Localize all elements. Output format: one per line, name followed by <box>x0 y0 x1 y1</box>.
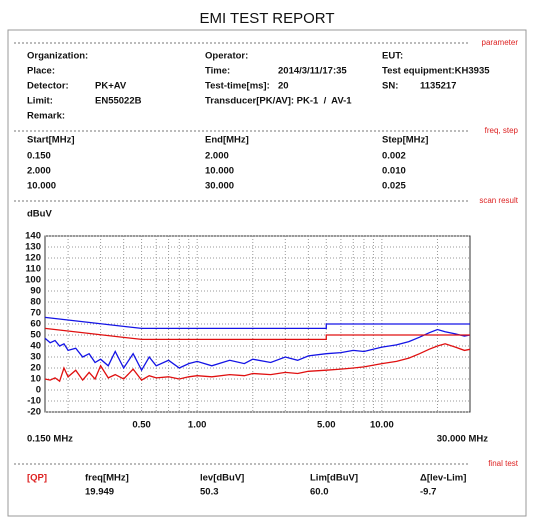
field-value: 20 <box>278 81 289 92</box>
x-tick-label: 5.00 <box>317 420 336 431</box>
chart: -20-100102030405060708090100110120130140… <box>25 231 488 445</box>
title: EMI TEST REPORT <box>199 10 334 27</box>
field: Place: <box>27 66 55 77</box>
field: Organization: <box>27 51 88 62</box>
series-line <box>44 327 470 341</box>
detector-label: [QP] <box>27 473 47 484</box>
cell: 19.949 <box>85 487 114 498</box>
field-value: EN55022B <box>95 96 142 107</box>
x-range-label: 0.150 MHz <box>27 434 73 445</box>
x-tick-label: 10.00 <box>370 420 394 431</box>
column-header: Start[MHz] <box>27 135 75 146</box>
frame <box>7 29 527 517</box>
cell: 50.3 <box>200 487 219 498</box>
section-label: final test <box>488 459 519 468</box>
cell: 10.000 <box>27 181 56 192</box>
section-label: parameter <box>482 38 519 47</box>
column-header: Step[MHz] <box>382 135 428 146</box>
y-tick-label: 30 <box>30 352 41 363</box>
y-tick-label: 140 <box>25 231 41 242</box>
cell: 0.002 <box>382 151 406 162</box>
cell: 30.000 <box>205 181 234 192</box>
field-value: 2014/3/11/17:35 <box>278 66 347 77</box>
y-tick-label: 100 <box>25 275 41 286</box>
y-tick-label: 60 <box>30 319 41 330</box>
freq-step-table: Start[MHz] End[MHz] Step[MHz] 0.150 2.000 0.0… <box>27 135 428 192</box>
field-value: 1135217 <box>420 81 456 92</box>
y-tick-label: 0 <box>36 385 41 396</box>
column-header: Δ[lev-Lim] <box>420 473 466 484</box>
section-label: freq, step <box>485 126 519 135</box>
y-tick-label: 110 <box>26 264 41 275</box>
field-value: PK+AV <box>95 81 127 92</box>
field: Operator: <box>205 51 248 62</box>
column-header: End[MHz] <box>205 135 249 146</box>
y-tick-label: -10 <box>27 396 41 407</box>
cell: 60.0 <box>310 487 329 498</box>
field: SN: <box>382 81 398 92</box>
y-tick-label: 80 <box>30 297 41 308</box>
field: Test equipment:KH3935 <box>382 66 490 77</box>
x-tick-label: 0.50 <box>132 420 151 431</box>
cell: 0.025 <box>382 181 406 192</box>
final-test-table: freq[MHz] 19.949 lev[dBuV] 50.3 Lim[dBuV] 60.… <box>85 473 466 498</box>
y-tick-label: 70 <box>30 308 41 319</box>
field: Detector: <box>27 81 69 92</box>
y-tick-label: 90 <box>30 286 41 297</box>
y-tick-label: 10 <box>30 374 41 385</box>
x-tick-label: 1.00 <box>188 420 207 431</box>
column-header: Lim[dBuV] <box>310 473 358 484</box>
cell: 10.000 <box>205 166 234 177</box>
y-tick-label: 130 <box>25 242 41 253</box>
field: EUT: <box>382 51 403 62</box>
y-tick-label: 40 <box>30 341 41 352</box>
column-header: lev[dBuV] <box>200 473 244 484</box>
y-tick-label: -20 <box>27 407 41 418</box>
series-line <box>44 328 471 372</box>
y-tick-label: 120 <box>25 253 41 264</box>
cell: 0.010 <box>382 166 406 177</box>
field: Time: <box>205 66 230 77</box>
cell: 2.000 <box>205 151 229 162</box>
section-label: scan result <box>479 196 518 205</box>
y-tick-label: 20 <box>30 363 41 374</box>
cell: -9.7 <box>420 487 436 498</box>
y-tick-label: 50 <box>30 330 41 341</box>
series-line <box>44 343 471 383</box>
series-line <box>44 316 470 330</box>
field: Limit: <box>27 96 53 107</box>
cell: 2.000 <box>27 166 51 177</box>
column-header: freq[MHz] <box>85 473 129 484</box>
field: Test-time[ms]: <box>205 81 270 92</box>
field: Remark: <box>27 111 65 122</box>
field: Transducer[PK/AV]: PK-1 / AV-1 <box>205 96 352 107</box>
cell: 0.150 <box>27 151 51 162</box>
x-range-label: 30.000 MHz <box>437 434 488 445</box>
y-axis-label: dBuV <box>27 209 52 220</box>
